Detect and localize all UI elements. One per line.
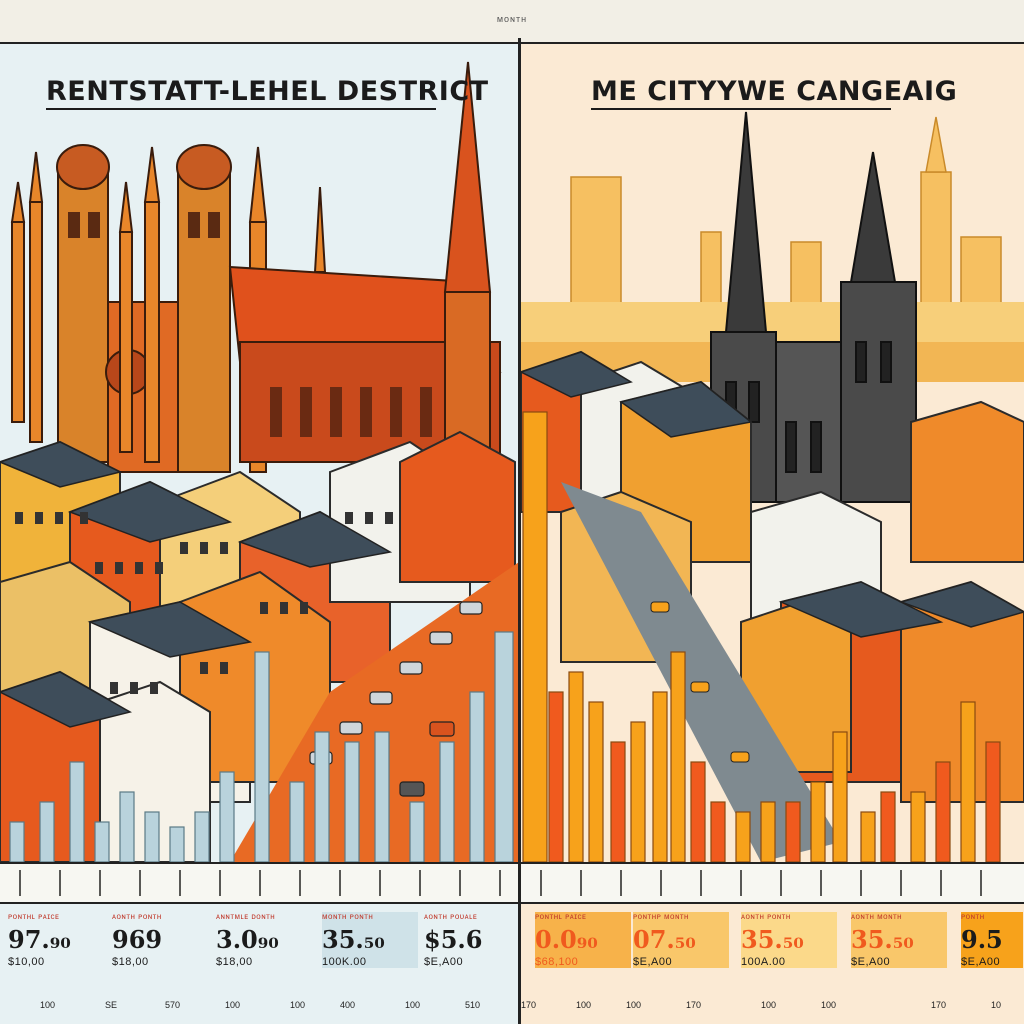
stat-caption: ᴀᴏɴᴛʜ ᴘᴏɴᴛʜ (112, 912, 162, 921)
axis-label: 100 (405, 1000, 421, 1010)
stat-value: 969 (112, 925, 163, 954)
axis-label: 570 (165, 1000, 181, 1010)
left-stat-4: ᴍᴏɴᴛʜ ᴘᴏɴᴛʜ 35.₅₀ 100K.00 (322, 912, 418, 968)
axis-label: 400 (340, 1000, 356, 1010)
cathedral-icon (710, 111, 917, 503)
right-title-underline (591, 108, 891, 110)
stat-caption: ᴀᴏɴᴛʜ ᴍᴏɴᴛʜ (851, 912, 903, 921)
stat-value: 3.0₉₀ (216, 925, 279, 954)
stat-value: 97.₉₀ (8, 925, 71, 954)
axis-label: SE (105, 1000, 118, 1010)
stat-sub-value: $68,100 (535, 956, 579, 968)
left-axis-labels: 100 SE 570 100 100 400 100 510 (0, 1000, 519, 1014)
right-stat-3: ᴀᴏɴᴛʜ ᴘᴏɴᴛʜ 35.₅₀ 100A.00 (741, 912, 837, 968)
top-label: ᴍᴏɴᴛʜ (496, 14, 528, 24)
right-tick-strip (521, 862, 1024, 904)
stat-value: 0.0₉₀ (535, 925, 598, 954)
stat-value: $5.6 (424, 925, 483, 954)
left-bars (9, 631, 514, 863)
stat-caption: ᴍᴏɴᴛʜ ᴘᴏɴᴛʜ (322, 912, 374, 921)
stat-sub-value: $E,A00 (424, 956, 464, 968)
left-panel-title: RENTSTATT-LEHEL DESTRICT (46, 76, 489, 107)
left-panel: RENTSTATT-LEHEL DESTRICT ᴘᴏɴᴛʜʟ ᴘᴀɪᴄᴇ 97… (0, 42, 519, 1024)
right-panel: ME CITYYWE CANGEAIG ᴘᴏɴᴛʜʟ ᴘᴀɪᴄᴇ 0.0₉₀ $… (521, 42, 1024, 1024)
stat-value: 35.₅₀ (741, 925, 804, 954)
right-stat-2: ᴘᴏɴᴛʜᴘ ᴍᴏɴᴛʜ 07.₅₀ $E,A00 (633, 912, 729, 968)
stat-value: 9.5 (961, 925, 1003, 954)
left-title-underline (46, 108, 436, 110)
axis-label: 100 (626, 1000, 642, 1010)
stat-caption: ᴀɴɴᴛᴍʟᴇ ᴅᴏɴᴛʜ (216, 912, 276, 921)
axis-label: 510 (465, 1000, 481, 1010)
axis-label: 10 (991, 1000, 1002, 1010)
top-border (0, 42, 1024, 44)
right-cityscape-illustration (521, 42, 1024, 1024)
stat-sub-value: $18,00 (112, 956, 149, 968)
stat-sub-value: $E,A00 (633, 956, 673, 968)
right-stat-5: ᴘᴏɴᴛʜ 9.5 $E,A00 (961, 912, 1023, 968)
stat-sub-value: $E,A00 (961, 956, 1001, 968)
left-stat-row: ᴘᴏɴᴛʜʟ ᴘᴀɪᴄᴇ 97.₉₀ $10,00 ᴀᴏɴᴛʜ ᴘᴏɴᴛʜ 96… (0, 912, 519, 1024)
stat-sub-value: 100A.00 (741, 956, 786, 968)
stat-value: 35.₅₀ (322, 925, 385, 954)
axis-label: 100 (821, 1000, 837, 1010)
stat-sub-value: $10,00 (8, 956, 45, 968)
axis-label: 170 (686, 1000, 702, 1010)
axis-label: 100 (290, 1000, 306, 1010)
left-stat-5: ᴀᴏɴᴛʜ ᴘᴏᴜᴀʟᴇ $5.6 $E,A00 (424, 912, 519, 968)
stat-value: 07.₅₀ (633, 925, 696, 954)
right-tick-marks (540, 870, 982, 896)
right-panel-title: ME CITYYWE CANGEAIG (591, 76, 958, 107)
right-stat-4: ᴀᴏɴᴛʜ ᴍᴏɴᴛʜ 35.₅₀ $E,A00 (851, 912, 947, 968)
right-stat-row: ᴘᴏɴᴛʜʟ ᴘᴀɪᴄᴇ 0.0₉₀ $68,100 ᴘᴏɴᴛʜᴘ ᴍᴏɴᴛʜ … (521, 912, 1024, 1024)
axis-label: 100 (576, 1000, 592, 1010)
left-tick-strip (0, 862, 519, 904)
axis-label: 100 (225, 1000, 241, 1010)
right-stat-1: ᴘᴏɴᴛʜʟ ᴘᴀɪᴄᴇ 0.0₉₀ $68,100 (535, 912, 631, 968)
left-stat-1: ᴘᴏɴᴛʜʟ ᴘᴀɪᴄᴇ 97.₉₀ $10,00 (8, 912, 104, 968)
stat-caption: ᴘᴏɴᴛʜʟ ᴘᴀɪᴄᴇ (535, 912, 587, 921)
stat-caption: ᴘᴏɴᴛʜʟ ᴘᴀɪᴄᴇ (8, 912, 60, 921)
stat-caption: ᴀᴏɴᴛʜ ᴘᴏɴᴛʜ (741, 912, 791, 921)
left-cityscape-illustration (0, 42, 519, 1024)
stat-value: 35.₅₀ (851, 925, 914, 954)
stat-sub-value: 100K.00 (322, 956, 367, 968)
panel-divider (518, 38, 521, 1024)
axis-label: 100 (40, 1000, 56, 1010)
axis-label: 170 (931, 1000, 947, 1010)
left-tick-marks (19, 870, 501, 896)
axis-label: 170 (521, 1000, 537, 1010)
right-axis-labels: 170 100 100 170 100 100 170 10 (521, 1000, 1024, 1014)
stat-caption: ᴘᴏɴᴛʜ (961, 912, 985, 921)
axis-label: 100 (761, 1000, 777, 1010)
stat-sub-value: $E,A00 (851, 956, 891, 968)
stat-sub-value: $18,00 (216, 956, 253, 968)
right-bars (522, 411, 1001, 863)
stat-caption: ᴀᴏɴᴛʜ ᴘᴏᴜᴀʟᴇ (424, 912, 478, 921)
stat-caption: ᴘᴏɴᴛʜᴘ ᴍᴏɴᴛʜ (633, 912, 689, 921)
left-stat-2: ᴀᴏɴᴛʜ ᴘᴏɴᴛʜ 969 $18,00 (112, 912, 208, 968)
left-stat-3: ᴀɴɴᴛᴍʟᴇ ᴅᴏɴᴛʜ 3.0₉₀ $18,00 (216, 912, 312, 968)
